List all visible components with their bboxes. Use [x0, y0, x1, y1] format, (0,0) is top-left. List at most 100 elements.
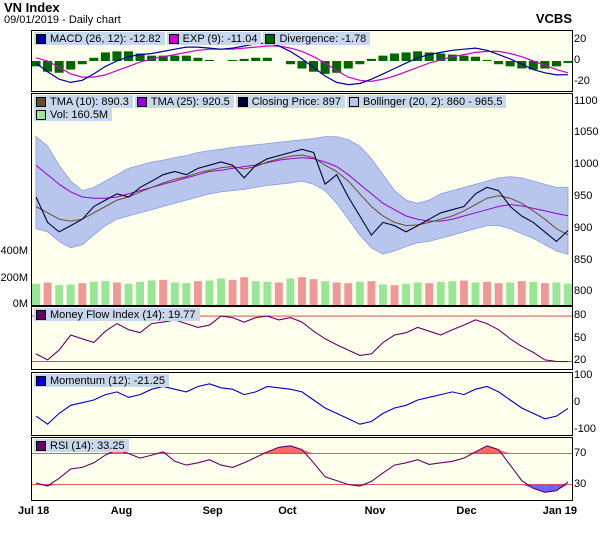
y-tick-label: 800	[574, 285, 593, 298]
volume-bar	[240, 277, 249, 305]
tma10-line	[35, 154, 569, 236]
volume-bar	[170, 282, 179, 305]
divergence-bar	[100, 52, 110, 61]
macd-plot	[32, 42, 572, 86]
volume-bar	[101, 281, 110, 305]
y-tick-label: 30	[574, 477, 587, 490]
volume-bar	[78, 283, 87, 305]
vol-legend-item: Vol: 160.5M	[34, 108, 113, 121]
oversold-fill	[533, 484, 545, 493]
x-tick-label: Oct	[278, 505, 297, 517]
divergence-bar	[366, 58, 376, 61]
y-tick-label: 20	[574, 354, 587, 367]
momentum-panel: Momentum (12): -21.25	[31, 372, 573, 436]
mfi-panel: Money Flow Index (14): 19.77	[31, 306, 573, 370]
x-tick-label: Aug	[110, 505, 133, 517]
momentum-plot	[35, 383, 569, 425]
volume-bar	[506, 282, 515, 305]
volume-bar	[494, 283, 503, 305]
bollinger-legend-item: Bollinger (20, 2): 860 - 965.5	[347, 95, 507, 108]
divergence-bar	[297, 61, 307, 69]
volume-bar	[286, 278, 295, 305]
volume-bar	[66, 284, 75, 305]
volume-bar	[378, 284, 387, 305]
volume-legend: Vol: 160.5M	[34, 108, 113, 121]
volume-bar	[402, 283, 411, 305]
volume-bar	[182, 283, 191, 305]
volume-bar	[251, 281, 260, 305]
y-tick-label: 850	[574, 253, 593, 266]
macd-line	[35, 42, 569, 86]
volume-tick-label: 0M	[12, 298, 28, 310]
divergence-bar	[459, 55, 469, 61]
y-tick-label: 0	[574, 395, 581, 408]
volume-bar	[517, 281, 526, 305]
y-tick-label: 100	[574, 368, 593, 381]
volume-bar	[32, 283, 40, 305]
volume-bar	[124, 283, 133, 305]
divergence-bar	[551, 61, 561, 67]
divergence-bar	[413, 51, 423, 61]
y-tick-label: 900	[574, 221, 593, 234]
x-tick-label: Jan 19	[542, 505, 578, 517]
volume-bar	[367, 281, 376, 305]
divergence-bar	[436, 53, 446, 61]
y-tick-label: 0	[574, 54, 581, 66]
divergence-bar	[505, 61, 515, 67]
divergence-bar	[193, 57, 203, 61]
price-legend: TMA (10): 890.3 TMA (25): 920.5 Closing …	[34, 95, 507, 108]
volume-bar	[298, 277, 306, 305]
x-tick-label: Nov	[364, 505, 386, 517]
divergence-bar	[112, 51, 122, 61]
rsi-plot	[32, 445, 572, 493]
momentum-legend-item: Momentum (12): -21.25	[34, 374, 169, 387]
x-tick-label: Jul 18	[18, 505, 50, 517]
divergence-bar	[355, 61, 365, 65]
volume-bar	[529, 281, 538, 305]
tma25-legend-item: TMA (25): 920.5	[134, 95, 234, 108]
divergence-bar	[389, 53, 400, 61]
y-tick-label: 1000	[574, 158, 599, 171]
price-panel: TMA (10): 890.3 TMA (25): 920.5 Closing …	[31, 93, 573, 306]
y-tick-label: -100	[574, 422, 597, 435]
divergence-bar	[135, 53, 145, 61]
volume-bar	[471, 282, 480, 305]
y-tick-label: 50	[574, 331, 587, 344]
tma10-legend-item: TMA (10): 890.3	[34, 95, 133, 108]
oversold-fill	[556, 484, 568, 491]
x-tick-label: Sep	[202, 505, 223, 517]
volume-bar	[274, 282, 283, 305]
macd-legend: MACD (26, 12): -12.82 EXP (9): -11.04 Di…	[34, 32, 371, 45]
volume-bar	[193, 281, 202, 305]
divergence-bar	[482, 59, 492, 61]
mfi-legend: Money Flow Index (14): 19.77	[34, 308, 200, 321]
volume-bar	[448, 281, 457, 305]
volume-bar	[228, 279, 237, 305]
close-price-line	[35, 148, 569, 243]
y-tick-label: 80	[574, 309, 587, 322]
volume-bar	[332, 282, 341, 305]
divergence-bar	[251, 57, 261, 61]
divergence-bar	[563, 61, 572, 63]
volume-bar	[540, 283, 549, 305]
mfi-legend-item: Money Flow Index (14): 19.77	[34, 308, 200, 321]
divergence-bar	[285, 61, 295, 65]
volume-bar	[159, 279, 168, 305]
x-tick-label: Dec	[456, 505, 477, 517]
divergence-bar	[309, 61, 319, 72]
chart-subtitle: 09/01/2019 - Daily chart	[4, 14, 121, 26]
volume-bar	[344, 283, 353, 305]
divergence-bar	[494, 61, 504, 65]
exp-line	[35, 45, 569, 83]
rsi-panel: RSI (14): 33.25	[31, 437, 573, 501]
macd-panel: MACD (26, 12): -12.82 EXP (9): -11.04 Di…	[31, 30, 573, 92]
divergence-bar	[401, 52, 411, 61]
oversold-fill	[544, 484, 557, 493]
divergence-bar	[424, 52, 434, 61]
volume-bar	[147, 280, 156, 305]
volume-bar	[89, 281, 98, 305]
indicator-line	[35, 315, 569, 363]
volume-bar	[413, 282, 422, 305]
volume-tick-label: 200M	[0, 271, 28, 284]
tma25-line	[35, 157, 569, 222]
